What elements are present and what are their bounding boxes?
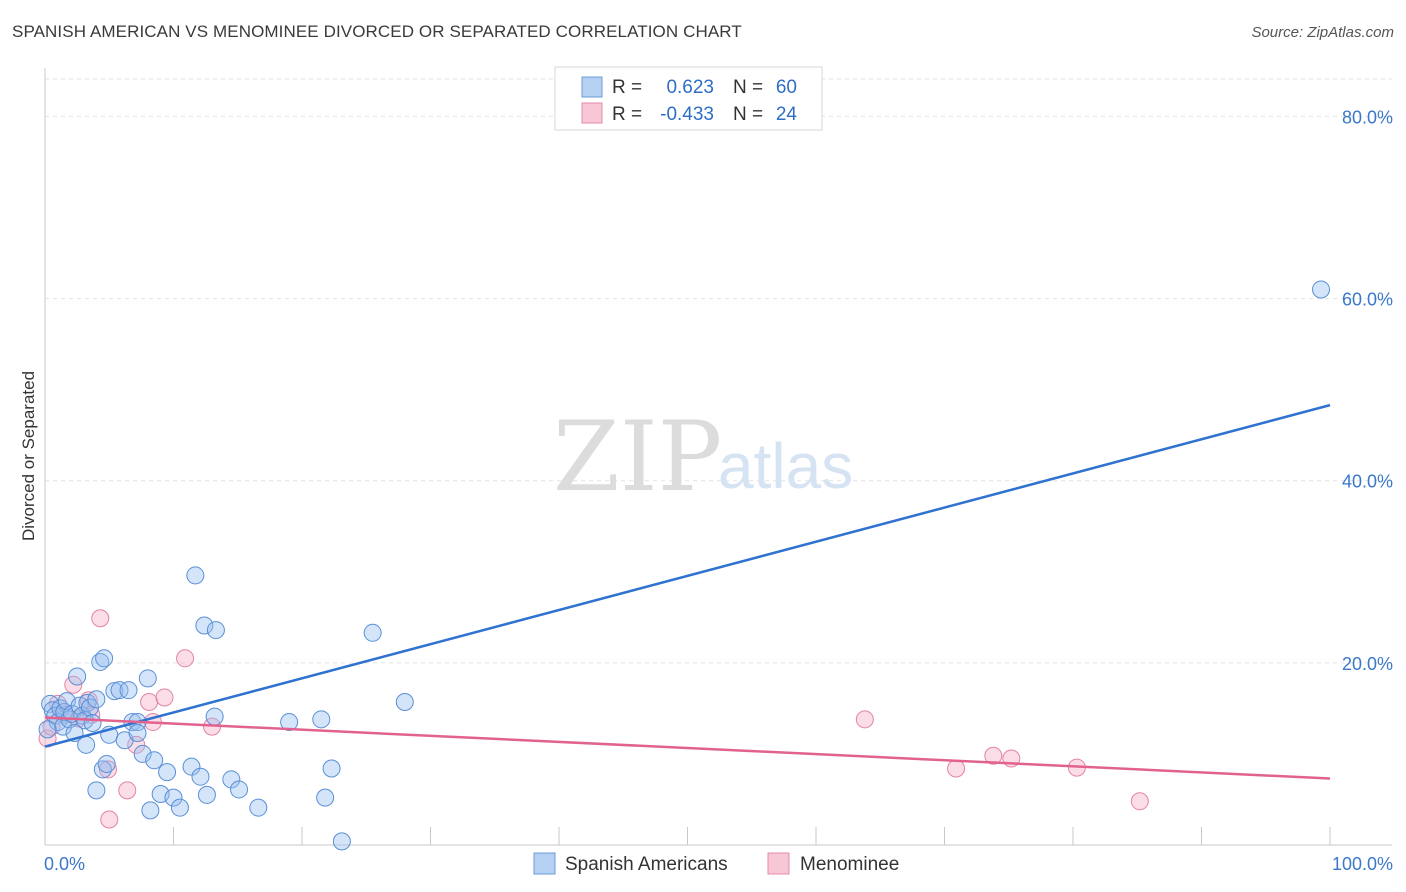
menominee-points xyxy=(38,609,1149,829)
spanish-americans-point xyxy=(332,832,351,851)
menominee-point xyxy=(118,781,137,800)
spanish-americans-point xyxy=(322,759,341,778)
legend-r-label-2: R = xyxy=(612,104,642,125)
watermark-atlas: atlas xyxy=(718,430,853,502)
spanish-americans-point xyxy=(95,649,114,668)
spanish-americans-point xyxy=(97,754,116,773)
spanish-americans-point xyxy=(312,710,331,729)
spanish-americans-point xyxy=(87,690,106,709)
series-legend-swatch-menominee xyxy=(767,852,790,875)
chart-title: SPANISH AMERICAN VS MENOMINEE DIVORCED O… xyxy=(12,22,742,41)
spanish-americans-point xyxy=(230,780,249,799)
spanish-americans-point xyxy=(145,751,164,770)
menominee-point xyxy=(984,746,1003,765)
correlation-legend: R = 0.623 N = 60 R = -0.433 N = 24 xyxy=(554,66,823,131)
spanish-americans-point xyxy=(1312,280,1331,299)
spanish-americans-point xyxy=(105,682,124,701)
spanish-americans-point xyxy=(68,667,87,686)
spanish-americans-point xyxy=(119,681,138,700)
y-tick-label: 80.0% xyxy=(1342,107,1393,127)
spanish-americans-point xyxy=(195,616,214,635)
spanish-americans-point xyxy=(186,566,205,585)
spanish-americans-point xyxy=(197,785,216,804)
menominee-point xyxy=(98,760,117,779)
spanish-americans-point xyxy=(316,788,335,807)
watermark-zip: ZIP xyxy=(553,401,722,513)
spanish-americans-point xyxy=(77,735,96,754)
spanish-americans-point xyxy=(249,798,268,817)
menominee-point xyxy=(100,810,119,829)
spanish-americans-point xyxy=(280,713,299,732)
menominee-point xyxy=(947,759,966,778)
spanish-americans-point xyxy=(395,693,414,712)
menominee-point xyxy=(64,675,83,694)
spanish-americans-point xyxy=(128,723,147,742)
spanish-americans-points xyxy=(38,280,1331,851)
legend-n-value-1: 60 xyxy=(776,77,797,98)
spanish-americans-point xyxy=(164,788,183,807)
spanish-americans-point xyxy=(363,623,382,642)
menominee-point xyxy=(855,710,874,729)
spanish-americans-point xyxy=(38,720,57,739)
gridlines xyxy=(45,78,1392,664)
menominee-point xyxy=(155,688,174,707)
spanish-americans-point xyxy=(141,801,160,820)
series-legend-swatch-spanish-americans xyxy=(533,852,556,875)
x-tick-label-max: 100.0% xyxy=(1332,854,1393,874)
legend-swatch-blue xyxy=(581,76,603,98)
legend-n-value-2: 24 xyxy=(776,104,798,125)
menominee-point xyxy=(91,609,110,628)
spanish-americans-point xyxy=(87,781,106,800)
series-legend-label-spanish-americans: Spanish Americans xyxy=(565,854,728,875)
y-tick-label: 60.0% xyxy=(1342,290,1393,310)
trend-lines xyxy=(44,403,1331,780)
legend-n-label-2: N = xyxy=(733,104,763,125)
legend-r-label-1: R = xyxy=(612,77,642,98)
spanish-americans-point xyxy=(170,798,189,817)
chart-source: Source: ZipAtlas.com xyxy=(1251,24,1394,41)
legend-swatch-pink xyxy=(581,102,603,124)
spanish-americans-point xyxy=(133,744,152,763)
y-axis-label: Divorced or Separated xyxy=(19,371,38,541)
spanish-americans-point xyxy=(222,770,241,789)
x-ticks xyxy=(173,827,1331,845)
spanish-americans-trend-line xyxy=(44,403,1331,748)
series-legend-label-menominee: Menominee xyxy=(800,854,899,875)
spanish-americans-point xyxy=(206,621,225,640)
legend-n-label-1: N = xyxy=(733,77,763,98)
spanish-americans-point xyxy=(83,713,102,732)
y-tick-label: 20.0% xyxy=(1342,654,1393,674)
watermark: ZIP atlas xyxy=(553,401,853,513)
x-tick-label-min: 0.0% xyxy=(44,854,85,874)
series-legend: Spanish Americans Menominee xyxy=(533,852,899,875)
spanish-americans-point xyxy=(158,763,177,782)
y-tick-label: 40.0% xyxy=(1342,472,1393,492)
legend-r-value-2: -0.433 xyxy=(660,104,714,125)
legend-r-value-1: 0.623 xyxy=(666,77,714,98)
spanish-americans-point xyxy=(182,757,201,776)
menominee-point xyxy=(176,649,195,668)
menominee-trend-line xyxy=(44,716,1331,780)
axes xyxy=(44,68,1392,846)
menominee-point xyxy=(140,693,159,712)
spanish-americans-point xyxy=(205,707,224,726)
menominee-point xyxy=(1130,792,1149,811)
spanish-americans-point xyxy=(191,767,210,786)
y-tick-labels: 20.0% 40.0% 60.0% 80.0% xyxy=(1342,107,1393,673)
spanish-americans-point xyxy=(138,669,157,688)
